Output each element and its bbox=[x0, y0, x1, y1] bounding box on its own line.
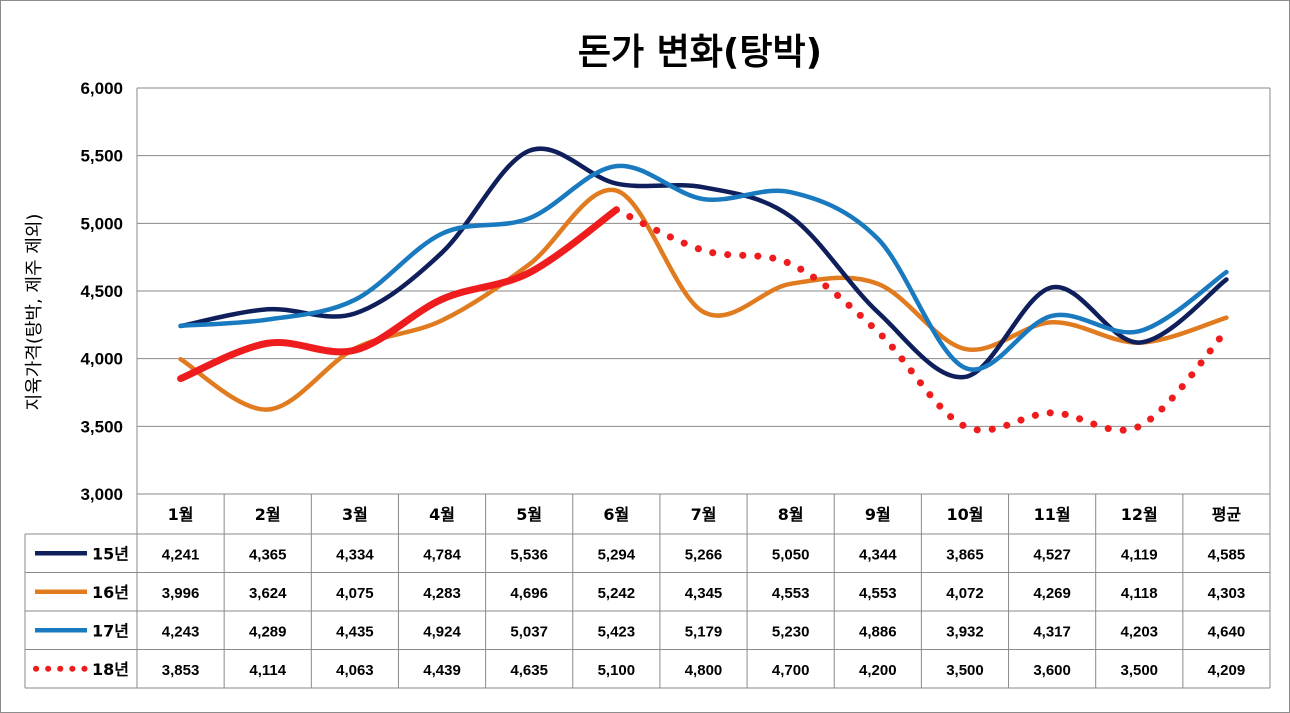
y-tick-label: 4,000 bbox=[80, 350, 123, 369]
x-category-label: 10월 bbox=[946, 505, 983, 524]
table-cell-value: 4,209 bbox=[1208, 662, 1246, 679]
legend-label-15년: 15년 bbox=[92, 544, 129, 563]
table-cell-value: 4,303 bbox=[1208, 585, 1246, 602]
series-line-18년-solid bbox=[177, 206, 620, 383]
y-tick-label: 3,000 bbox=[80, 485, 123, 504]
x-category-label: 9월 bbox=[865, 505, 891, 524]
table-cell-value: 4,365 bbox=[249, 546, 287, 563]
table-cell-value: 5,423 bbox=[598, 623, 636, 640]
x-category-label: 7월 bbox=[691, 505, 717, 524]
y-axis-ticks: 3,000 3,500 4,000 4,500 5,000 5,500 6,000 bbox=[80, 79, 123, 504]
legend-label-16년: 16년 bbox=[92, 583, 129, 602]
table-cell-value: 4,203 bbox=[1120, 623, 1158, 640]
y-tick-label: 5,000 bbox=[80, 214, 123, 233]
table-cell-value: 4,439 bbox=[423, 662, 461, 679]
table-cell-value: 4,635 bbox=[510, 662, 548, 679]
x-category-label: 12월 bbox=[1121, 505, 1158, 524]
table-cell-value: 4,119 bbox=[1121, 546, 1158, 563]
table-cell-value: 5,536 bbox=[510, 546, 548, 563]
series-line-15년 bbox=[178, 146, 1229, 380]
table-cell-value: 4,435 bbox=[336, 623, 374, 640]
table-cell-value: 4,800 bbox=[685, 662, 723, 679]
x-category-label: 8월 bbox=[778, 505, 804, 524]
table-cell-value: 4,269 bbox=[1033, 585, 1071, 602]
table-cell-value: 4,696 bbox=[510, 585, 548, 602]
x-category-label: 2월 bbox=[255, 505, 281, 524]
series-line-17년 bbox=[178, 163, 1229, 372]
table-cell-value: 4,200 bbox=[859, 662, 897, 679]
table-cell-value: 4,243 bbox=[162, 623, 200, 640]
table-cell-value: 4,063 bbox=[336, 662, 374, 679]
table-cell-value: 3,996 bbox=[162, 585, 200, 602]
y-tick-label: 6,000 bbox=[80, 79, 123, 98]
table-cell-value: 4,924 bbox=[423, 623, 461, 640]
table-cell-value: 4,553 bbox=[772, 585, 810, 602]
y-tick-label: 3,500 bbox=[80, 417, 123, 436]
table-cell-value: 3,865 bbox=[946, 546, 984, 563]
x-category-label: 1월 bbox=[168, 505, 194, 524]
table-cell-value: 4,345 bbox=[685, 585, 723, 602]
data-table: 1월 2월 3월 4월 5월 6월 7월 8월 9월 10월 11월 12월 평균 15년 4,241 4,3… bbox=[24, 493, 1271, 689]
table-cell-value: 4,118 bbox=[1121, 585, 1158, 602]
x-category-label: 평균 bbox=[1212, 505, 1242, 524]
table-cell-value: 4,640 bbox=[1208, 623, 1246, 640]
x-category-label: 5월 bbox=[516, 505, 542, 524]
table-cell-value: 5,050 bbox=[772, 546, 810, 563]
table-cell-value: 4,585 bbox=[1208, 546, 1246, 563]
table-cell-value: 3,624 bbox=[249, 585, 287, 602]
series-lines bbox=[177, 146, 1230, 434]
grid bbox=[136, 87, 1271, 495]
table-cell-value: 3,853 bbox=[162, 662, 200, 679]
table-cell-value: 4,289 bbox=[249, 623, 287, 640]
table-cell-value: 4,784 bbox=[423, 546, 461, 563]
series-line-18년-dotted bbox=[612, 206, 1230, 434]
table-cell-value: 4,283 bbox=[423, 585, 461, 602]
table-cell-value: 4,886 bbox=[859, 623, 897, 640]
table-cell-value: 4,072 bbox=[946, 585, 984, 602]
table-cell-value: 4,075 bbox=[336, 585, 374, 602]
table-cell-value: 4,114 bbox=[249, 662, 286, 679]
table-cell-value: 5,242 bbox=[598, 585, 636, 602]
chart-title: 돈가 변화(탕박) bbox=[578, 32, 822, 73]
legend-label-17년: 17년 bbox=[92, 621, 129, 640]
table-cell-value: 4,344 bbox=[859, 546, 897, 563]
table-cell-value: 3,600 bbox=[1033, 662, 1071, 679]
x-category-label: 11월 bbox=[1034, 505, 1071, 524]
table-cell-value: 5,294 bbox=[598, 546, 636, 563]
y-axis-label: 지육가격(탕박, 제주 제외) bbox=[24, 214, 45, 411]
y-tick-label: 5,500 bbox=[80, 147, 123, 166]
y-tick-label: 4,500 bbox=[80, 282, 123, 301]
table-cell-value: 5,037 bbox=[510, 623, 548, 640]
table-cell-value: 4,241 bbox=[162, 546, 200, 563]
table-cell-value: 3,500 bbox=[1120, 662, 1158, 679]
table-cell-value: 5,266 bbox=[685, 546, 723, 563]
table-cell-value: 4,527 bbox=[1033, 546, 1071, 563]
table-cell-value: 4,317 bbox=[1033, 623, 1071, 640]
table-cell-value: 5,230 bbox=[772, 623, 810, 640]
x-category-label: 4월 bbox=[429, 505, 455, 524]
table-cell-value: 4,334 bbox=[336, 546, 374, 563]
table-cell-value: 4,553 bbox=[859, 585, 897, 602]
table-cell-value: 3,500 bbox=[946, 662, 984, 679]
x-category-label: 3월 bbox=[342, 505, 368, 524]
x-category-label: 6월 bbox=[603, 505, 629, 524]
legend-label-18년: 18년 bbox=[92, 660, 129, 679]
table-cell-value: 3,932 bbox=[946, 623, 984, 640]
table-cell-value: 5,100 bbox=[598, 662, 636, 679]
table-cell-value: 5,179 bbox=[685, 623, 723, 640]
series-line-16년 bbox=[178, 187, 1229, 412]
table-cell-value: 4,700 bbox=[772, 662, 810, 679]
